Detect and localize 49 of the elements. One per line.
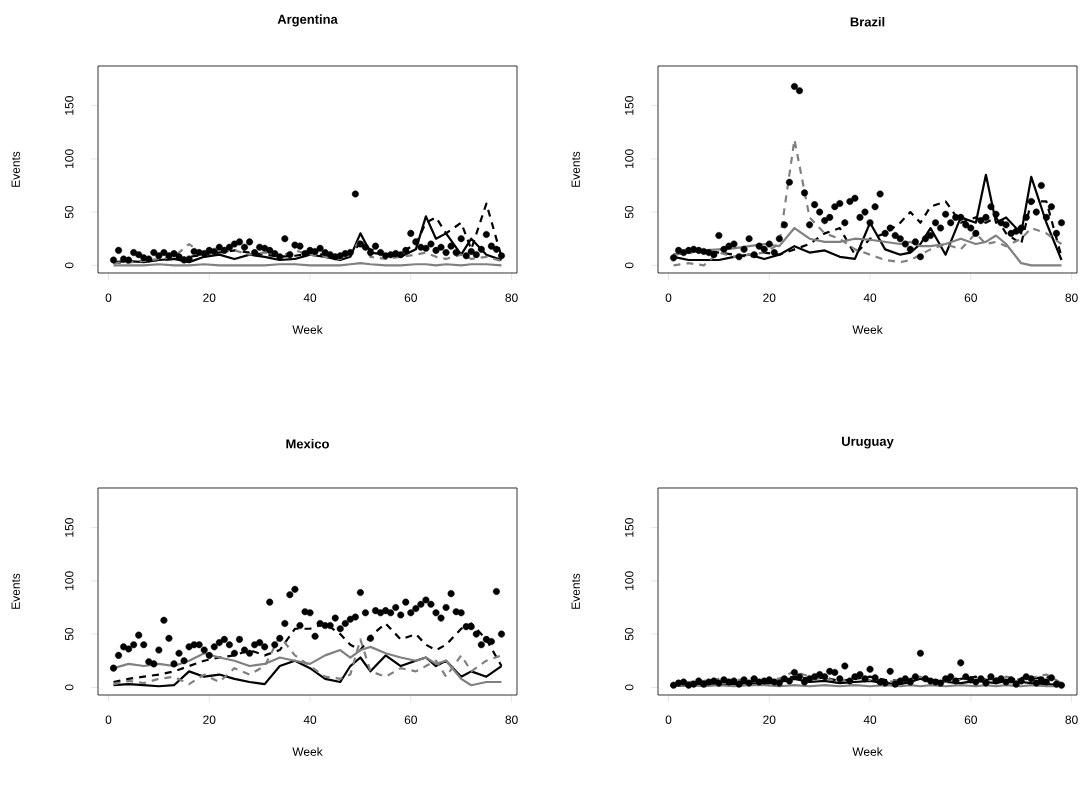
y-tick-label: 0 [65,684,74,691]
x-axis-title: Week [292,747,323,756]
x-axis-title: Week [852,747,883,756]
y-tick-label: 50 [625,627,634,641]
y-axis-title: Events [11,573,20,609]
x-axis-title: Week [852,325,883,334]
x-tick-label: 20 [203,293,216,302]
x-tick-label: 0 [665,293,672,302]
x-tick-label: 40 [863,715,877,724]
y-tick-label: 50 [65,627,74,641]
x-tick-label: 20 [763,293,776,302]
x-tick-label: 40 [303,293,317,302]
x-axis-title: Week [292,325,323,334]
chart-title: Brazil [850,16,885,27]
x-tick-label: 20 [763,715,776,724]
y-tick-label: 50 [625,205,634,219]
y-tick-label: 150 [65,96,74,115]
y-tick-label: 100 [65,571,74,590]
y-axis-title: Events [571,573,580,609]
chart-title: Argentina [277,14,338,27]
y-tick-label: 150 [625,96,634,115]
y-tick-label: 100 [65,149,74,168]
y-tick-label: 0 [65,262,74,269]
y-tick-label: 150 [625,518,634,537]
x-tick-label: 60 [404,715,417,724]
x-tick-label: 0 [105,715,112,724]
chart-title: Mexico [286,438,329,449]
y-tick-label: 150 [65,518,74,537]
x-tick-label: 80 [1065,715,1078,724]
chart-title: Uruguay [842,436,894,449]
x-tick-label: 0 [105,293,112,302]
y-tick-label: 100 [625,571,634,590]
x-tick-label: 60 [964,715,977,724]
x-tick-label: 40 [863,293,877,302]
y-axis-title: Events [11,151,20,187]
y-tick-label: 0 [625,262,634,269]
x-tick-label: 80 [1065,293,1078,302]
x-tick-label: 40 [303,715,317,724]
x-tick-label: 20 [203,715,216,724]
y-tick-label: 0 [625,684,634,691]
x-tick-label: 0 [665,715,672,724]
y-axis-title: Events [571,151,580,187]
y-tick-label: 100 [625,149,634,168]
line-series [112,635,503,686]
x-tick-label: 80 [505,293,518,302]
x-tick-label: 60 [964,293,977,302]
x-tick-label: 80 [505,715,518,724]
x-tick-label: 60 [404,293,417,302]
y-tick-label: 50 [65,205,74,219]
